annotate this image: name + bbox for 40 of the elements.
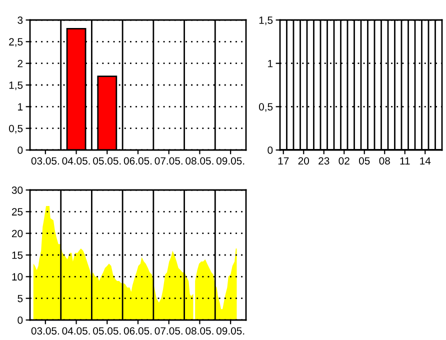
y-tick-label: 0	[268, 146, 273, 154]
y-tick-label: 3	[18, 16, 23, 24]
y-tick-label: 15	[12, 252, 23, 259]
x-tick-label: 04.05.	[62, 157, 90, 165]
y-tick-label: 10	[12, 273, 23, 281]
x-tick-label: 07.05.	[154, 327, 182, 335]
x-tick-label: 08	[379, 157, 390, 165]
y-tick-label: 25	[12, 208, 23, 216]
y-tick-label: 1	[18, 103, 23, 110]
x-tick-label: 23	[318, 157, 330, 165]
x-tick-label: 06.05.	[124, 327, 152, 335]
y-tick-label: 1,5	[259, 16, 273, 26]
x-tick-label: 03.05.	[31, 157, 59, 165]
x-tick-label: 17	[278, 157, 289, 164]
x-tick-label: 03.05.	[31, 327, 59, 335]
y-tick-label: 0	[18, 316, 23, 324]
x-tick-label: 04.05.	[62, 327, 90, 335]
y-tick-label: 1,5	[9, 82, 23, 90]
y-tick-label: 20	[12, 230, 23, 238]
y-tick-label: 2,5	[9, 38, 23, 47]
y-tick-label: 5	[18, 294, 23, 302]
x-tick-label: 05.05.	[93, 327, 121, 335]
x-tick-label: 09.05.	[216, 157, 244, 165]
y-tick-label: 30	[12, 186, 23, 194]
x-tick-label: 08.05.	[186, 157, 214, 165]
x-tick-label: 02	[338, 157, 350, 165]
x-tick-label: 08.05.	[186, 327, 214, 335]
y-tick-label: 1	[268, 60, 273, 68]
y-tick-label: 0,5	[258, 103, 273, 112]
y-tick-label: 0	[18, 146, 23, 154]
x-tick-label: 05	[358, 157, 370, 165]
x-tick-label: 07.05.	[154, 157, 182, 165]
x-tick-label: 06.05.	[124, 157, 152, 165]
x-tick-label: 14	[420, 157, 431, 164]
y-tick-label: 2	[18, 60, 23, 68]
x-tick-label: 20	[298, 157, 310, 165]
x-tick-label: 11	[400, 157, 410, 164]
x-tick-label: 09.05.	[216, 327, 244, 335]
y-tick-label: 0,5	[8, 124, 23, 134]
x-tick-label: 05.05.	[93, 157, 121, 165]
